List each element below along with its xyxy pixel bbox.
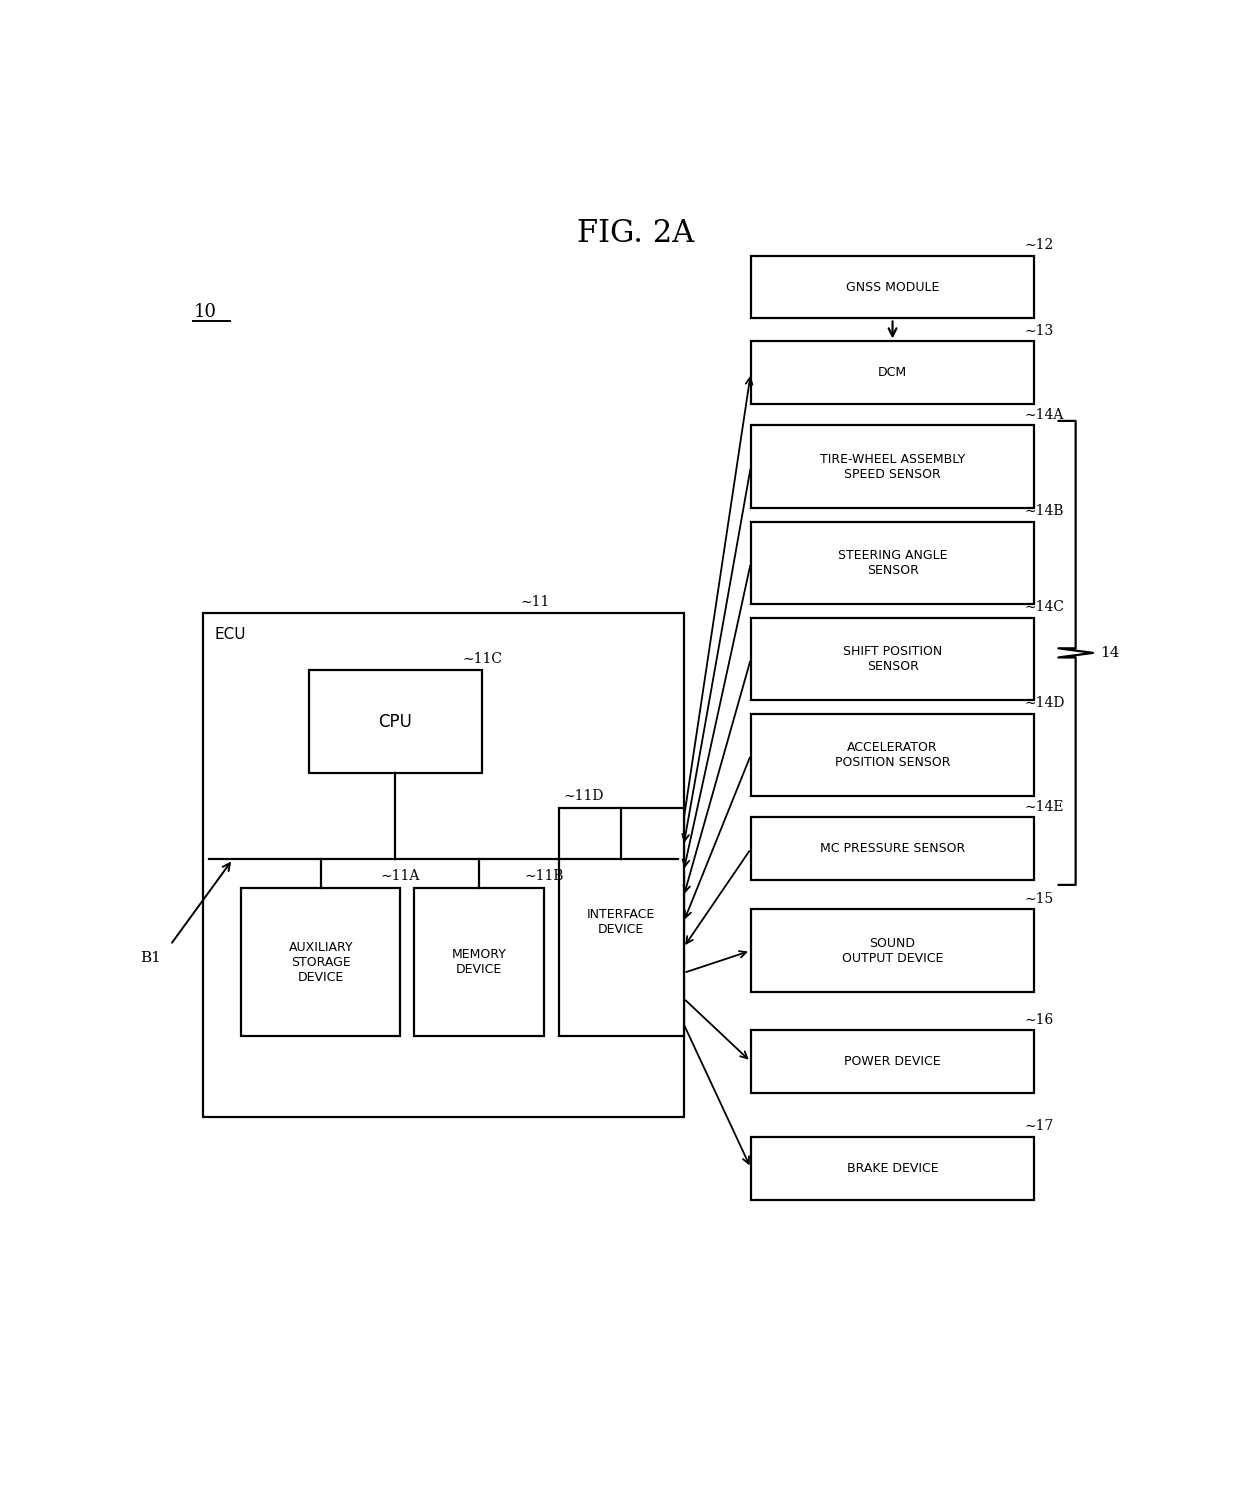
Bar — [751, 1137, 1034, 1199]
Bar — [751, 817, 1034, 880]
Bar — [751, 256, 1034, 318]
Text: 14: 14 — [1101, 646, 1120, 660]
Bar — [751, 909, 1034, 991]
Text: B1: B1 — [140, 951, 161, 964]
Text: AUXILIARY
STORAGE
DEVICE: AUXILIARY STORAGE DEVICE — [289, 941, 353, 984]
Text: POWER DEVICE: POWER DEVICE — [844, 1055, 941, 1068]
Bar — [414, 887, 544, 1037]
Text: ∼17: ∼17 — [1024, 1119, 1054, 1134]
Text: FIG. 2A: FIG. 2A — [577, 218, 694, 250]
Text: ACCELERATOR
POSITION SENSOR: ACCELERATOR POSITION SENSOR — [835, 742, 950, 770]
Text: INTERFACE
DEVICE: INTERFACE DEVICE — [587, 908, 655, 936]
Text: ∼16: ∼16 — [1024, 1013, 1054, 1027]
Text: BRAKE DEVICE: BRAKE DEVICE — [847, 1162, 939, 1174]
Text: ∼11C: ∼11C — [463, 652, 502, 666]
Bar — [751, 342, 1034, 404]
Text: MEMORY
DEVICE: MEMORY DEVICE — [451, 948, 507, 976]
Text: SHIFT POSITION
SENSOR: SHIFT POSITION SENSOR — [843, 645, 942, 673]
Bar — [558, 808, 683, 1037]
Text: TIRE-WHEEL ASSEMBLY
SPEED SENSOR: TIRE-WHEEL ASSEMBLY SPEED SENSOR — [820, 453, 965, 480]
Text: ECU: ECU — [215, 627, 246, 642]
Bar — [242, 887, 401, 1037]
Text: ∼11A: ∼11A — [381, 869, 420, 883]
Text: CPU: CPU — [378, 713, 412, 731]
Text: ∼11: ∼11 — [521, 594, 549, 609]
Text: ∼13: ∼13 — [1024, 324, 1054, 337]
Text: ∼14D: ∼14D — [1024, 697, 1065, 710]
Text: STEERING ANGLE
SENSOR: STEERING ANGLE SENSOR — [838, 548, 947, 577]
Text: ∼14E: ∼14E — [1024, 799, 1064, 814]
Bar — [751, 425, 1034, 508]
Text: ∼15: ∼15 — [1024, 892, 1054, 906]
Text: 10: 10 — [193, 303, 217, 321]
Text: SOUND
OUTPUT DEVICE: SOUND OUTPUT DEVICE — [842, 936, 944, 964]
Bar — [751, 522, 1034, 603]
Text: GNSS MODULE: GNSS MODULE — [846, 281, 939, 294]
Text: ∼14A: ∼14A — [1024, 409, 1064, 422]
Text: ∼14B: ∼14B — [1024, 504, 1064, 519]
Bar — [751, 713, 1034, 796]
Bar — [751, 1030, 1034, 1094]
Text: ∼11B: ∼11B — [525, 869, 564, 883]
Text: MC PRESSURE SENSOR: MC PRESSURE SENSOR — [820, 843, 965, 856]
Text: ∼14C: ∼14C — [1024, 600, 1065, 614]
Bar — [751, 618, 1034, 700]
Bar — [309, 670, 481, 773]
Text: DCM: DCM — [878, 367, 908, 379]
Bar — [203, 614, 683, 1116]
Text: ∼12: ∼12 — [1024, 238, 1054, 253]
Text: ∼11D: ∼11D — [563, 789, 604, 802]
